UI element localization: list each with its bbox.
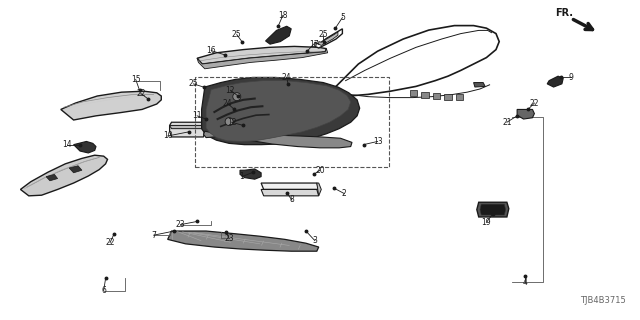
Polygon shape bbox=[333, 26, 499, 96]
Text: FR.: FR. bbox=[556, 8, 573, 18]
Text: 24: 24 bbox=[282, 73, 292, 82]
Text: 24: 24 bbox=[222, 99, 232, 108]
Text: 8: 8 bbox=[289, 196, 294, 204]
Text: 2: 2 bbox=[342, 189, 347, 198]
Polygon shape bbox=[261, 189, 319, 196]
Polygon shape bbox=[170, 125, 205, 129]
Text: 20: 20 bbox=[315, 166, 325, 175]
Text: 25: 25 bbox=[188, 79, 198, 88]
Text: 23: 23 bbox=[175, 220, 186, 229]
Text: 6: 6 bbox=[101, 286, 106, 295]
Polygon shape bbox=[202, 77, 360, 145]
Polygon shape bbox=[168, 231, 319, 251]
Polygon shape bbox=[61, 91, 161, 120]
Polygon shape bbox=[206, 81, 351, 141]
Circle shape bbox=[233, 92, 241, 100]
Polygon shape bbox=[74, 141, 96, 153]
Text: 5: 5 bbox=[340, 13, 345, 22]
Text: 19: 19 bbox=[481, 218, 492, 227]
Text: TJB4B3715: TJB4B3715 bbox=[580, 296, 626, 305]
Text: 7: 7 bbox=[151, 231, 156, 240]
Polygon shape bbox=[317, 183, 321, 196]
Polygon shape bbox=[20, 155, 108, 196]
Text: 11: 11 bbox=[193, 111, 202, 120]
Text: 17: 17 bbox=[308, 40, 319, 49]
Text: 12: 12 bbox=[227, 118, 236, 127]
Text: 4: 4 bbox=[522, 278, 527, 287]
Polygon shape bbox=[170, 122, 205, 137]
Polygon shape bbox=[204, 131, 352, 148]
Polygon shape bbox=[456, 94, 463, 100]
Polygon shape bbox=[477, 202, 509, 217]
Text: 16: 16 bbox=[206, 46, 216, 55]
Polygon shape bbox=[410, 90, 417, 96]
Polygon shape bbox=[319, 32, 338, 45]
Polygon shape bbox=[240, 169, 261, 179]
Polygon shape bbox=[547, 76, 563, 87]
Text: 22: 22 bbox=[136, 89, 145, 98]
Text: 15: 15 bbox=[131, 75, 141, 84]
Polygon shape bbox=[474, 83, 485, 87]
Text: 22: 22 bbox=[106, 238, 115, 247]
Text: 22: 22 bbox=[530, 99, 539, 108]
Polygon shape bbox=[261, 183, 319, 189]
Text: 23: 23 bbox=[224, 234, 234, 243]
Polygon shape bbox=[46, 174, 58, 181]
Polygon shape bbox=[480, 204, 506, 215]
Text: 21: 21 bbox=[502, 118, 511, 127]
Text: 12: 12 bbox=[226, 86, 235, 95]
Text: 14: 14 bbox=[62, 140, 72, 149]
Text: 25: 25 bbox=[232, 30, 242, 39]
Text: 18: 18 bbox=[278, 11, 287, 20]
Text: 1: 1 bbox=[239, 172, 244, 181]
Polygon shape bbox=[444, 94, 452, 100]
Polygon shape bbox=[517, 109, 534, 119]
Text: 13: 13 bbox=[372, 137, 383, 146]
Circle shape bbox=[225, 117, 233, 125]
Polygon shape bbox=[197, 46, 326, 64]
Text: 10: 10 bbox=[163, 132, 173, 140]
Polygon shape bbox=[266, 26, 291, 44]
Text: 25: 25 bbox=[318, 30, 328, 39]
Polygon shape bbox=[433, 93, 440, 99]
Polygon shape bbox=[315, 29, 342, 48]
Polygon shape bbox=[197, 49, 328, 69]
Polygon shape bbox=[69, 166, 82, 173]
Polygon shape bbox=[421, 92, 429, 98]
Text: 3: 3 bbox=[312, 236, 317, 245]
Text: 9: 9 bbox=[568, 73, 573, 82]
